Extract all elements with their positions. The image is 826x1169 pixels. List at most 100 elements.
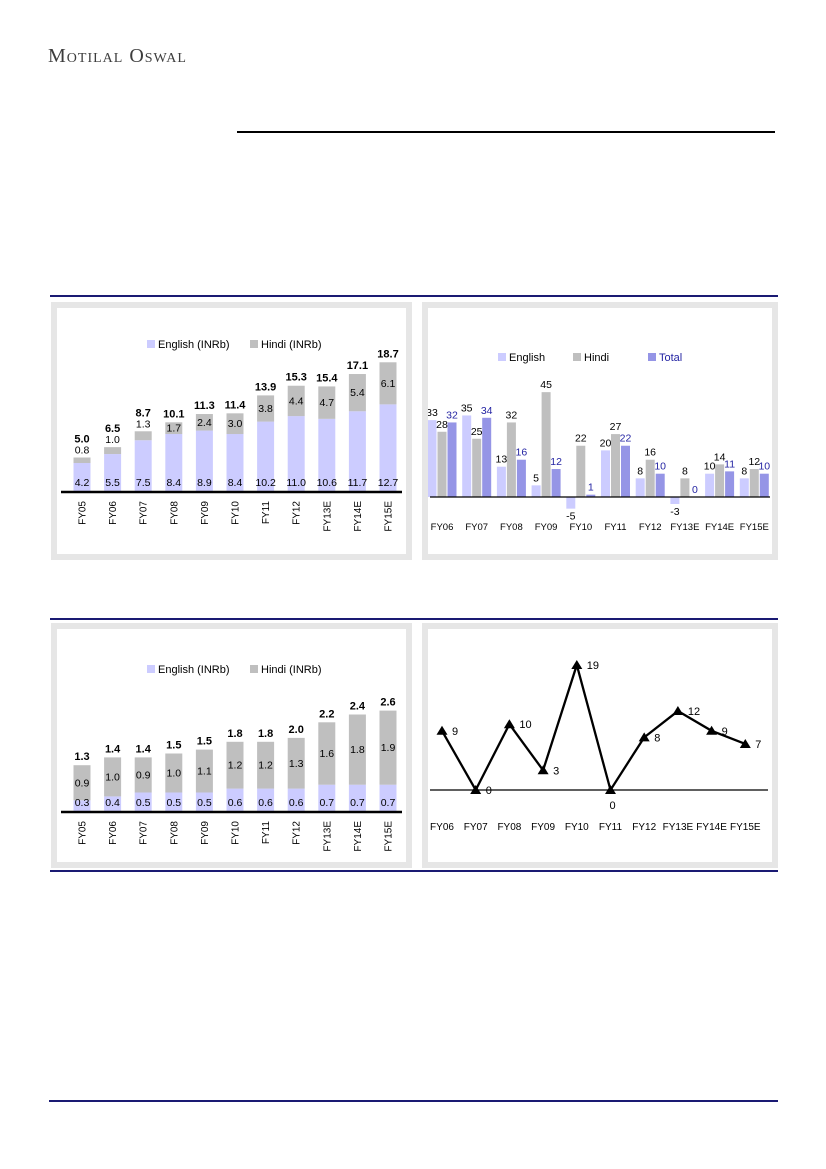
svg-text:11: 11 — [724, 458, 735, 470]
svg-text:35: 35 — [461, 402, 473, 414]
svg-text:0: 0 — [486, 785, 492, 797]
svg-text:FY14E: FY14E — [705, 522, 734, 533]
svg-text:Hindi (INRb): Hindi (INRb) — [261, 664, 322, 676]
svg-text:0.9: 0.9 — [136, 769, 151, 781]
svg-text:2.0: 2.0 — [289, 724, 304, 736]
svg-text:FY07: FY07 — [139, 821, 150, 845]
svg-text:12: 12 — [550, 456, 562, 468]
svg-text:FY08: FY08 — [169, 821, 180, 845]
svg-text:0.3: 0.3 — [75, 797, 90, 809]
svg-text:1.2: 1.2 — [258, 760, 273, 772]
svg-text:0.5: 0.5 — [136, 797, 151, 809]
svg-text:0.5: 0.5 — [197, 797, 212, 809]
svg-text:FY09: FY09 — [535, 522, 558, 533]
svg-text:6.1: 6.1 — [381, 378, 396, 390]
svg-text:2.4: 2.4 — [350, 701, 366, 713]
svg-text:1.2: 1.2 — [228, 760, 243, 772]
header-rule — [237, 131, 775, 133]
svg-text:10: 10 — [519, 719, 531, 731]
svg-text:1.3: 1.3 — [289, 758, 304, 770]
svg-text:32: 32 — [506, 409, 518, 421]
svg-text:1.7: 1.7 — [166, 423, 181, 435]
svg-text:FY12: FY12 — [292, 501, 303, 525]
svg-text:1.3: 1.3 — [136, 418, 151, 430]
svg-text:19: 19 — [587, 660, 599, 672]
svg-text:English (INRb): English (INRb) — [158, 339, 230, 351]
svg-text:FY12: FY12 — [639, 522, 662, 533]
svg-text:1.5: 1.5 — [197, 736, 212, 748]
brand-logo: Motilal Oswal — [48, 45, 187, 67]
svg-text:FY10: FY10 — [569, 522, 592, 533]
svg-text:16: 16 — [516, 447, 528, 459]
svg-text:5.5: 5.5 — [105, 477, 120, 489]
svg-text:2.6: 2.6 — [380, 697, 395, 709]
svg-text:10: 10 — [654, 461, 666, 473]
svg-text:1.0: 1.0 — [166, 768, 181, 780]
svg-text:22: 22 — [620, 433, 632, 445]
svg-text:6.5: 6.5 — [105, 423, 120, 435]
grouped-bar-chart-top: English Hindi Total FY06 FY07 FY08 FY09 FY10 FY1… — [428, 308, 772, 554]
svg-text:8: 8 — [654, 732, 660, 744]
svg-text:10: 10 — [758, 461, 770, 473]
svg-text:FY15E: FY15E — [384, 501, 395, 532]
section-rule-bottom — [50, 870, 778, 872]
svg-text:0.6: 0.6 — [289, 797, 304, 809]
svg-text:12.7: 12.7 — [378, 477, 399, 489]
svg-text:FY06: FY06 — [430, 822, 454, 833]
svg-text:17.1: 17.1 — [347, 360, 368, 372]
svg-text:2.2: 2.2 — [319, 708, 334, 720]
svg-text:FY14E: FY14E — [353, 821, 364, 852]
svg-text:5.0: 5.0 — [74, 434, 89, 446]
svg-text:3.0: 3.0 — [228, 418, 243, 430]
svg-text:10.2: 10.2 — [255, 477, 276, 489]
svg-text:9: 9 — [452, 726, 458, 738]
svg-text:0.7: 0.7 — [319, 797, 334, 809]
svg-text:5.4: 5.4 — [350, 387, 365, 399]
svg-text:8: 8 — [637, 465, 643, 477]
svg-text:FY07: FY07 — [139, 501, 150, 525]
svg-text:-3: -3 — [670, 506, 679, 518]
svg-text:15.3: 15.3 — [285, 372, 306, 384]
svg-text:FY13E: FY13E — [670, 522, 699, 533]
svg-text:FY09: FY09 — [200, 821, 211, 845]
svg-text:1.5: 1.5 — [166, 740, 181, 752]
svg-text:0: 0 — [692, 484, 698, 496]
svg-text:FY09: FY09 — [531, 822, 555, 833]
svg-text:8.4: 8.4 — [166, 477, 181, 489]
svg-text:FY08: FY08 — [500, 522, 523, 533]
svg-text:18.7: 18.7 — [377, 348, 398, 360]
svg-text:FY12: FY12 — [292, 821, 303, 845]
svg-text:14: 14 — [714, 451, 726, 463]
svg-text:1.8: 1.8 — [227, 728, 242, 740]
svg-text:FY06: FY06 — [431, 522, 454, 533]
svg-text:1.8: 1.8 — [258, 728, 273, 740]
svg-text:FY05: FY05 — [78, 821, 89, 845]
svg-text:1.6: 1.6 — [319, 748, 334, 760]
svg-text:16: 16 — [644, 447, 656, 459]
svg-text:25: 25 — [471, 426, 483, 438]
svg-text:8.7: 8.7 — [136, 407, 151, 419]
svg-text:3.8: 3.8 — [258, 403, 273, 415]
stacked-bar-chart-top: English (INRb) Hindi (INRb) 4.2 0.8 5.0 FY05 5… — [57, 308, 406, 554]
svg-text:FY13E: FY13E — [322, 821, 333, 852]
svg-text:8.4: 8.4 — [228, 477, 243, 489]
section-rule-middle — [50, 618, 778, 620]
svg-text:13.9: 13.9 — [255, 381, 276, 393]
svg-text:1.3: 1.3 — [74, 751, 89, 763]
svg-text:20: 20 — [600, 437, 612, 449]
svg-text:13: 13 — [496, 454, 508, 466]
stacked-bar-chart-bottom: English (INRb) Hindi (INRb) 0.3 0.9 1.3 FY05 0… — [57, 629, 406, 862]
svg-text:FY10: FY10 — [565, 822, 589, 833]
svg-text:1.4: 1.4 — [105, 743, 121, 755]
svg-text:0.7: 0.7 — [350, 797, 365, 809]
svg-text:FY11: FY11 — [261, 821, 272, 845]
svg-text:15.4: 15.4 — [316, 372, 338, 384]
svg-text:8: 8 — [682, 465, 688, 477]
svg-text:0.9: 0.9 — [75, 777, 90, 789]
svg-text:1.4: 1.4 — [136, 743, 152, 755]
svg-text:22: 22 — [575, 433, 587, 445]
svg-text:FY09: FY09 — [200, 501, 211, 525]
line-chart-bottom: 9 FY06 0 FY07 10 FY08 3 FY09 19 FY10 0 FY11 8 FY12 12 F… — [428, 629, 772, 862]
svg-text:-5: -5 — [566, 511, 575, 523]
